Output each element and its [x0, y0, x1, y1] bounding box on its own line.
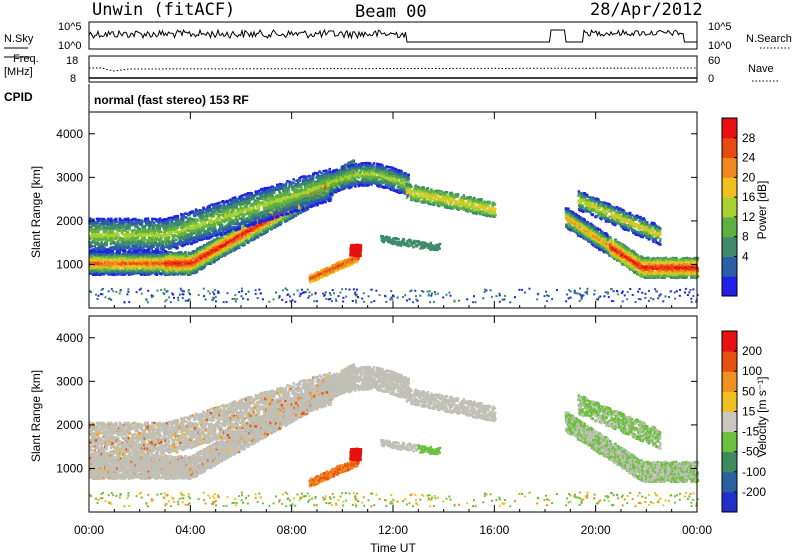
- power-cell: [218, 253, 221, 256]
- power-cell: [200, 249, 203, 252]
- power-cell: [207, 259, 210, 262]
- power-cell: [96, 224, 99, 227]
- freq-unit-label: [MHz]: [4, 66, 33, 78]
- nsky-trace: [89, 30, 697, 42]
- power-cell: [108, 261, 111, 264]
- power-cell: [139, 265, 142, 268]
- freq-tick-bottom: 8: [70, 73, 76, 85]
- power-cell: [99, 243, 102, 246]
- power-cell: [95, 235, 98, 238]
- power-cell: [241, 240, 244, 243]
- power-cell: [97, 242, 100, 245]
- power-cell: [242, 243, 245, 246]
- power-cell: [247, 230, 250, 233]
- noise-right-tick-top: 10^5: [708, 21, 732, 33]
- power-cell: [238, 245, 241, 248]
- nave-tick-top: 60: [708, 55, 720, 67]
- nsearch-label: N.Search: [746, 33, 792, 45]
- power-cell: [203, 266, 206, 269]
- nave-trace: [89, 68, 697, 71]
- noise-left-tick-bottom: 10^0: [58, 40, 82, 52]
- power-cell: [105, 264, 108, 267]
- power-cell: [125, 262, 128, 265]
- beam-title: Beam 00: [355, 2, 427, 22]
- power-cell: [280, 221, 283, 224]
- power-cell: [131, 268, 134, 271]
- power-cell: [98, 239, 101, 242]
- power-cell: [204, 258, 207, 261]
- power-cell: [143, 265, 146, 268]
- radar-summary-plot: Unwin (fitACF) Beam 00 28/Apr/2012 N.Sky…: [0, 0, 800, 554]
- power-cell: [170, 251, 173, 254]
- power-cell: [101, 228, 104, 231]
- nave-tick-bottom: 0: [708, 73, 714, 85]
- noise-left-tick-top: 10^5: [58, 21, 82, 33]
- power-cell: [98, 229, 101, 232]
- power-cell: [128, 272, 131, 275]
- power-cell: [95, 262, 98, 265]
- power-cell: [213, 239, 216, 242]
- freq-tick-top: 18: [66, 55, 78, 67]
- date-title: 28/Apr/2012: [590, 0, 703, 20]
- power-cell: [190, 260, 193, 263]
- power-cell: [156, 273, 159, 276]
- power-cell: [113, 274, 116, 277]
- power-cell: [172, 252, 175, 255]
- power-cell: [166, 273, 169, 276]
- cpid-text: normal (fast stereo) 153 RF: [94, 93, 249, 107]
- power-cell: [186, 255, 189, 258]
- cpid-label: CPID: [4, 90, 33, 104]
- power-cell: [184, 252, 187, 255]
- power-heatmap: [88, 160, 699, 304]
- freq-label: Freq.: [13, 53, 39, 65]
- station-title: Unwin (fitACF): [92, 0, 235, 20]
- noise-panel-frame: [89, 22, 697, 49]
- nsky-label: N.Sky: [4, 33, 34, 45]
- power-cell: [108, 231, 111, 234]
- power-cell: [219, 237, 222, 240]
- noise-right-tick-bottom: 10^0: [708, 40, 732, 52]
- power-cell: [351, 160, 354, 163]
- power-cell: [98, 251, 101, 254]
- power-cell: [105, 244, 108, 247]
- power-cell: [105, 249, 108, 252]
- power-cell: [91, 245, 94, 248]
- nave-label: Nave: [748, 63, 774, 75]
- power-cell: [112, 250, 115, 253]
- power-cell: [297, 213, 300, 216]
- power-cell: [93, 270, 96, 273]
